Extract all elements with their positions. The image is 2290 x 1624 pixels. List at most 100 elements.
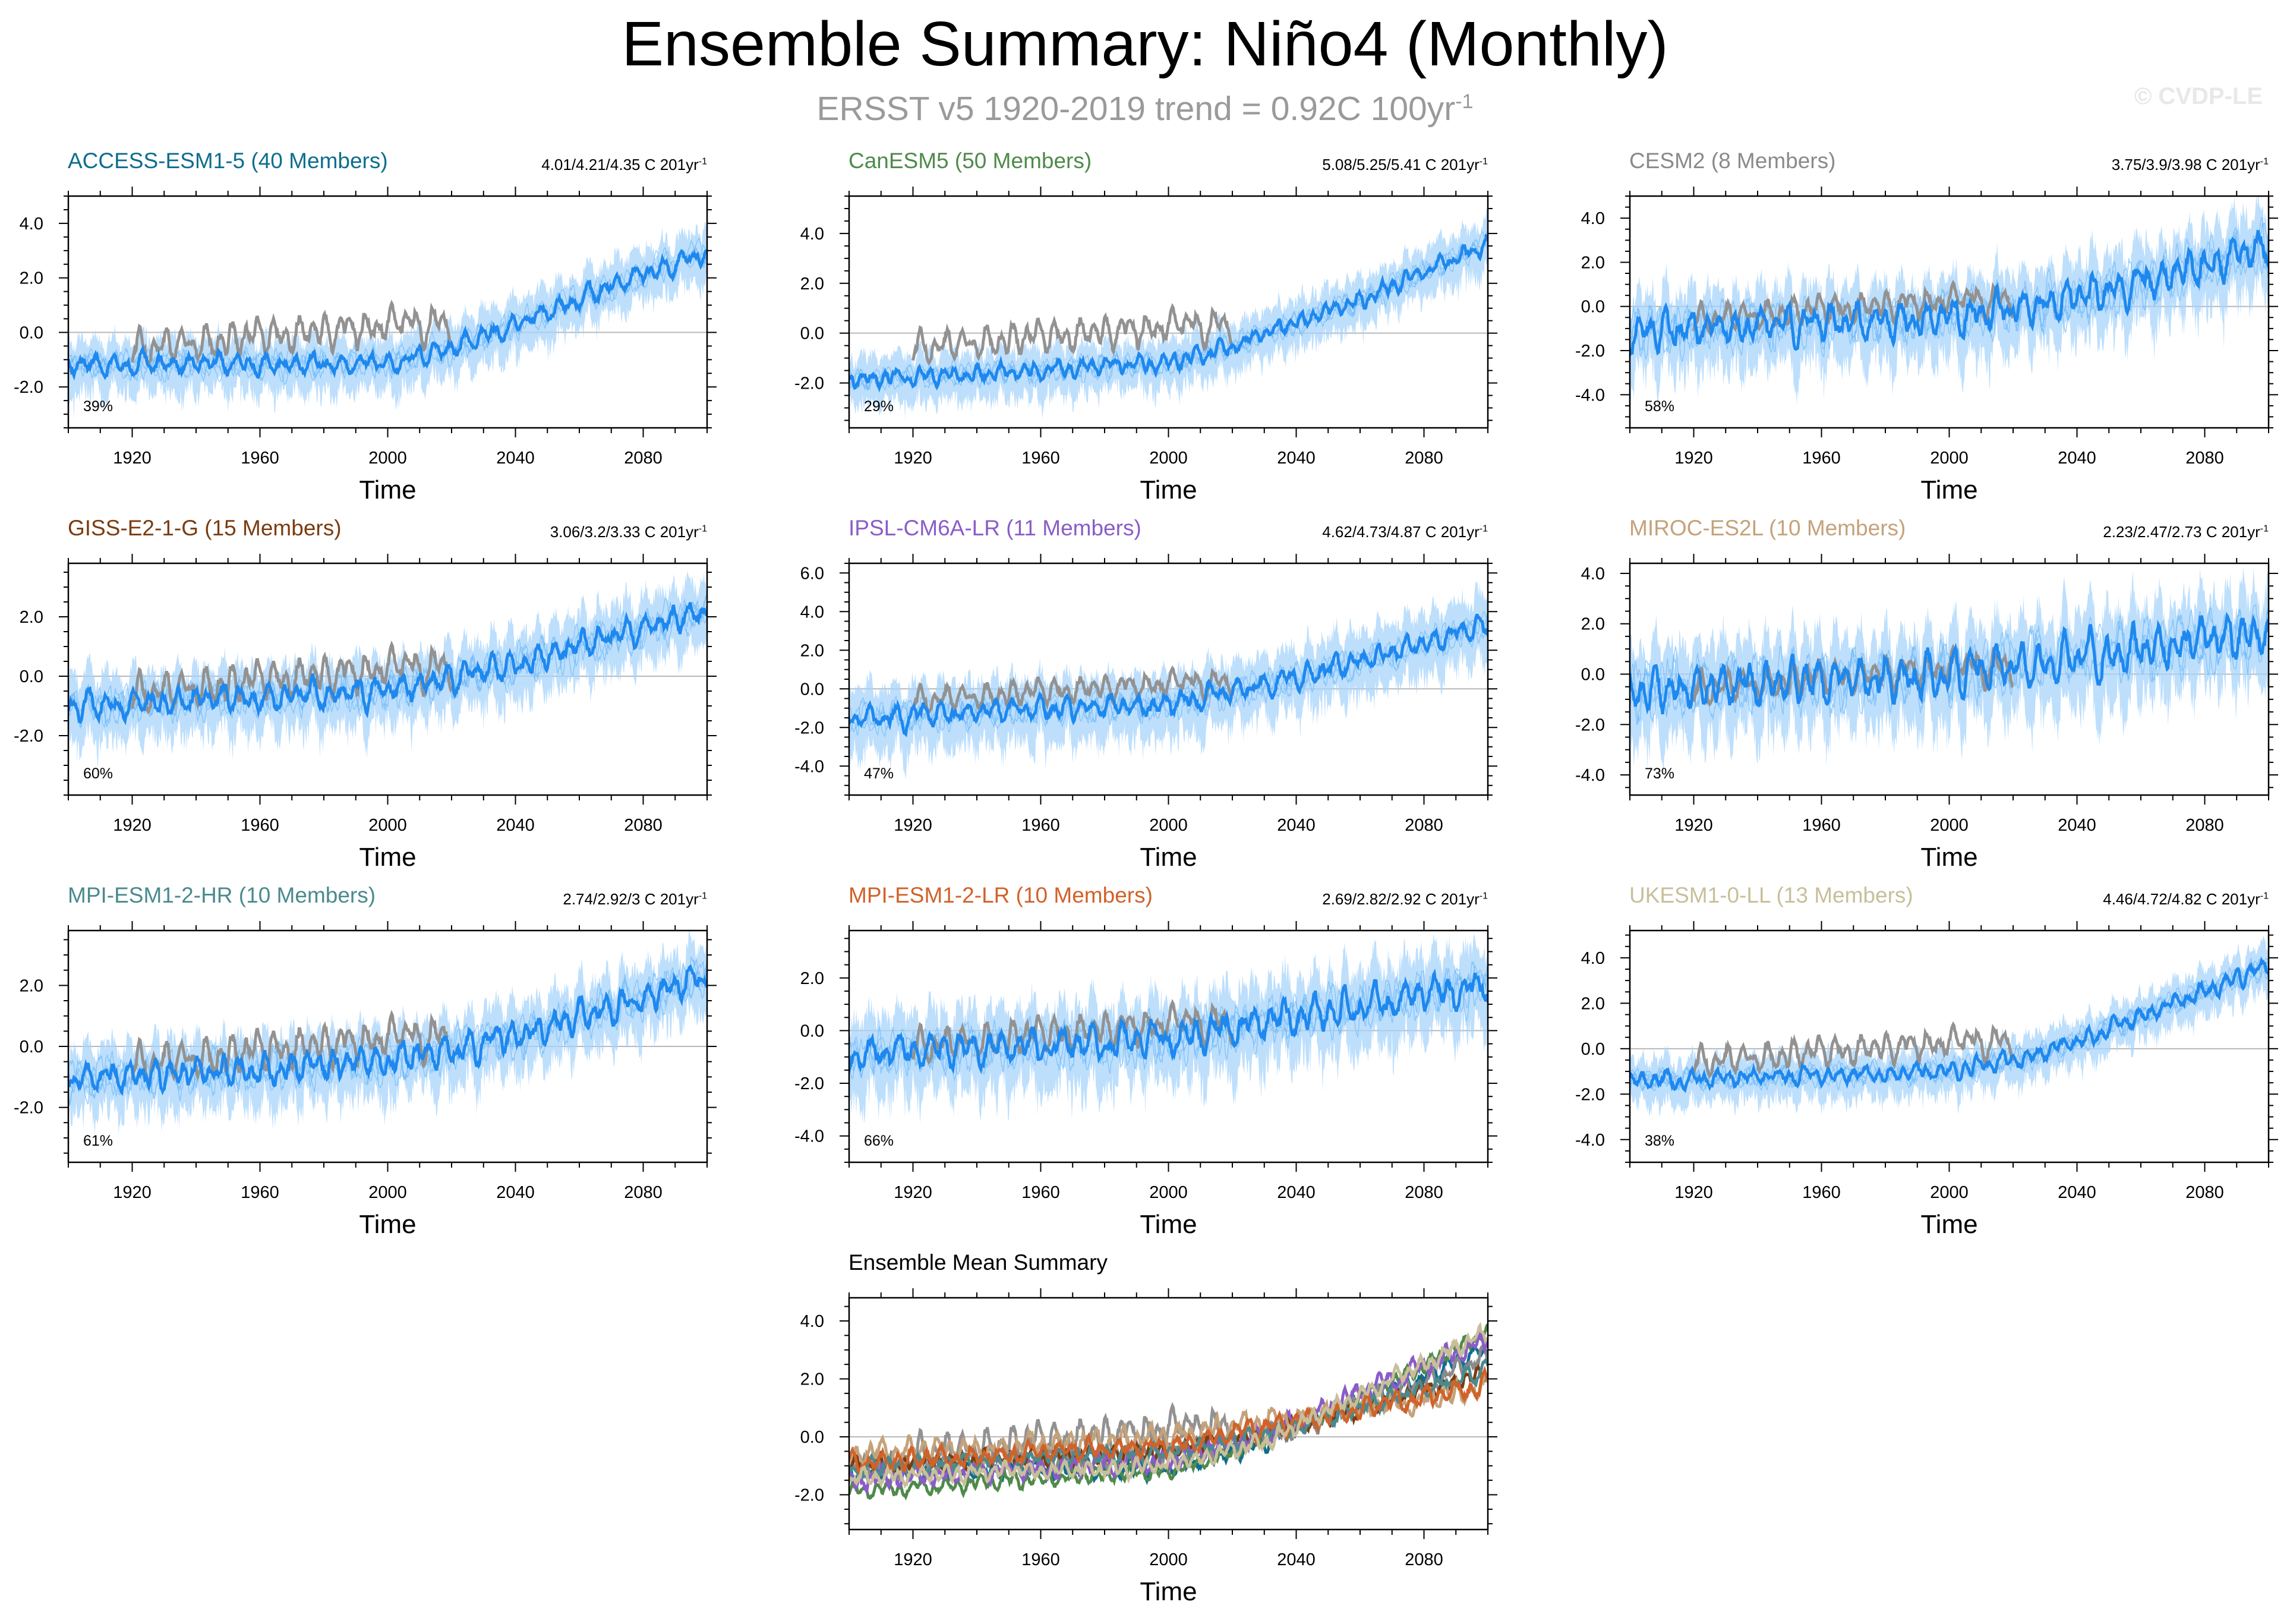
panel-trend: 2.69/2.82/2.92 C 201yr-1 — [1322, 890, 1488, 909]
plot-frame — [848, 1297, 1489, 1531]
y-tick-label: 6.0 — [800, 564, 824, 583]
x-tick-label: 2080 — [1405, 1550, 1443, 1569]
member-line — [849, 613, 1488, 731]
plot-area — [849, 1322, 1488, 1501]
x-axis-label: Time — [359, 843, 417, 872]
chart-panel: CESM2 (8 Members) 3.75/3.9/3.98 C 201yr-1… — [1562, 149, 2290, 517]
x-axis-label: Time — [1920, 1210, 1978, 1239]
x-tick-label: 2080 — [2185, 1183, 2224, 1202]
y-tick-label: 0.0 — [1581, 666, 1605, 685]
y-tick-label: 4.0 — [1581, 209, 1605, 228]
member-envelope — [1630, 935, 2269, 1117]
ensemble-mean-line — [68, 964, 707, 1096]
plot-area — [1630, 935, 2269, 1117]
x-tick-label: 2080 — [624, 1183, 663, 1202]
y-tick-label: -2.0 — [1575, 1085, 1605, 1104]
chart-svg: 1920 1960 2000 2040 2080 -2.0 0.0 2.0 4.0 — [794, 1288, 1497, 1569]
x-tick-label: 1960 — [241, 449, 279, 468]
trend-sup: -1 — [698, 156, 707, 167]
ensemble-mean-line — [1630, 230, 2269, 358]
panel-trend: 4.46/4.72/4.82 C 201yr-1 — [2103, 890, 2269, 909]
x-tick-label: 2040 — [1277, 1183, 1316, 1202]
x-tick-label: 2000 — [1930, 816, 1969, 835]
plot-area — [849, 933, 1488, 1124]
x-tick-label: 1960 — [1021, 449, 1060, 468]
chart-panel: MPI-ESM1-2-HR (10 Members) 2.74/2.92/3 C … — [0, 883, 737, 1251]
y-tick-label: -2.0 — [794, 374, 824, 393]
y-tick-label: -2.0 — [14, 1099, 43, 1118]
x-tick-label: 2080 — [1405, 816, 1443, 835]
x-tick-label: 1920 — [113, 449, 152, 468]
trend-sup: -1 — [698, 891, 707, 901]
panel-title: MPI-ESM1-2-HR (10 Members) — [68, 883, 376, 907]
x-tick-label: 2000 — [368, 1183, 407, 1202]
y-tick-label: -4.0 — [794, 1127, 824, 1146]
x-tick-label: 2040 — [496, 449, 535, 468]
chart-panel: ACCESS-ESM1-5 (40 Members) 4.01/4.21/4.35… — [0, 149, 737, 517]
member-envelope — [849, 208, 1488, 420]
x-tick-label: 2000 — [1930, 449, 1969, 468]
panel-trend: 2.23/2.47/2.73 C 201yr-1 — [2103, 523, 2269, 541]
plot-area — [68, 221, 707, 420]
chart-svg: 1920 1960 2000 2040 2080 -4.0 -2.0 0.0 2.0 4.0 38% — [1575, 921, 2278, 1202]
percent-label: 29% — [864, 398, 894, 415]
trend-sup: -1 — [2260, 891, 2269, 901]
member-line — [1630, 606, 2269, 723]
x-tick-label: 2000 — [1149, 449, 1188, 468]
x-tick-label: 1960 — [1802, 449, 1841, 468]
x-axis-label: Time — [1140, 843, 1197, 872]
x-tick-label: 2000 — [368, 449, 407, 468]
x-tick-label: 1920 — [894, 1550, 932, 1569]
member-line — [849, 961, 1488, 1078]
x-axis-label: Time — [359, 1210, 417, 1239]
trend-text: 5.08/5.25/5.41 C 201yr — [1322, 156, 1480, 174]
x-tick-label: 2040 — [2058, 816, 2096, 835]
subtitle-sup: -1 — [1455, 90, 1474, 113]
y-tick-label: 2.0 — [800, 275, 824, 294]
percent-label: 66% — [864, 1133, 894, 1149]
trend-sup: -1 — [698, 524, 707, 534]
panel-title: CanESM5 (50 Members) — [849, 149, 1092, 173]
chart-svg: 1920 1960 2000 2040 2080 -2.0 0.0 2.0 60% — [14, 554, 717, 835]
plot-area — [849, 208, 1488, 420]
panel-trend: 2.74/2.92/3 C 201yr-1 — [563, 890, 707, 909]
y-tick-label: 0.0 — [800, 1428, 824, 1447]
x-tick-label: 1960 — [1802, 1183, 1841, 1202]
x-tick-label: 1920 — [113, 1183, 152, 1202]
x-tick-label: 1920 — [113, 816, 152, 835]
panel-title: ACCESS-ESM1-5 (40 Members) — [68, 149, 388, 173]
trend-text: 3.75/3.9/3.98 C 201yr — [2111, 156, 2260, 174]
x-tick-label: 1960 — [241, 1183, 279, 1202]
x-axis-label: Time — [1920, 843, 1978, 872]
x-tick-label: 1960 — [1021, 816, 1060, 835]
plot-area — [68, 571, 707, 768]
y-tick-label: 0.0 — [20, 1038, 43, 1057]
series-line — [849, 1357, 1488, 1480]
chart-panel: Ensemble Mean Summary 1920 1960 2000 2040 208… — [781, 1250, 1518, 1619]
panel-title: Ensemble Mean Summary — [849, 1250, 1108, 1275]
trend-sup: -1 — [2260, 156, 2269, 167]
trend-text: 2.23/2.47/2.73 C 201yr — [2103, 523, 2260, 541]
y-tick-label: 2.0 — [1581, 615, 1605, 634]
percent-label: 58% — [1645, 398, 1674, 415]
trend-sup: -1 — [2260, 524, 2269, 534]
ensemble-mean-line — [849, 614, 1488, 737]
x-axis-label: Time — [1140, 1210, 1197, 1239]
y-tick-label: 2.0 — [20, 269, 43, 288]
member-line — [1630, 957, 2269, 1091]
x-tick-label: 2000 — [1149, 1183, 1188, 1202]
y-tick-label: -2.0 — [794, 1486, 824, 1505]
y-tick-label: 4.0 — [1581, 949, 1605, 968]
y-tick-label: 4.0 — [800, 225, 824, 244]
x-axis-label: Time — [1140, 1577, 1197, 1606]
chart-svg: 1920 1960 2000 2040 2080 -4.0 -2.0 0.0 2.0 4.0 73% — [1575, 554, 2278, 835]
chart-panel: IPSL-CM6A-LR (11 Members) 4.62/4.73/4.87 … — [781, 516, 1518, 884]
x-tick-label: 2040 — [1277, 449, 1316, 468]
y-tick-label: -2.0 — [794, 718, 824, 737]
x-tick-label: 2040 — [496, 1183, 535, 1202]
chart-svg: 1920 1960 2000 2040 2080 -2.0 0.0 2.0 61% — [14, 921, 717, 1202]
trend-sup: -1 — [1479, 524, 1488, 534]
y-tick-label: -4.0 — [794, 757, 824, 776]
y-tick-label: 2.0 — [1581, 994, 1605, 1013]
y-tick-label: 2.0 — [800, 1370, 824, 1389]
